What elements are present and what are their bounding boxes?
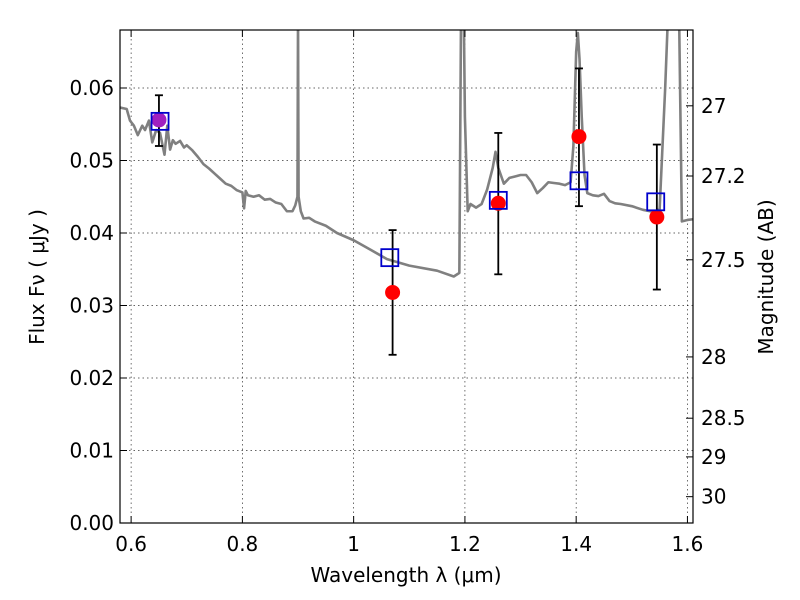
y-axis-ticks: 0.00 0.01 0.02 0.03 0.04 0.05 0.06 (69, 76, 127, 535)
right-tick-label: 28 (701, 345, 726, 369)
y-tick-label: 0.05 (69, 149, 114, 173)
observed-point (571, 129, 587, 145)
x-axis-label: Wavelength λ (μm) (310, 563, 501, 587)
x-tick-label: 1 (347, 532, 360, 556)
y-tick-label: 0.06 (69, 76, 114, 100)
observed-points (151, 112, 665, 300)
x-tick-label: 1.4 (560, 532, 592, 556)
y-tick-label: 0.02 (69, 366, 114, 390)
right-tick-label: 30 (701, 485, 726, 509)
right-tick-label: 27.2 (701, 164, 746, 188)
x-axis-ticks: 0.6 0.8 1 1.2 1.4 1.6 (115, 30, 703, 556)
x-tick-label: 0.8 (226, 532, 258, 556)
synthetic-square (646, 192, 666, 212)
synthetic-square (569, 171, 589, 191)
synthetic-square (380, 248, 400, 268)
y-tick-label: 0.03 (69, 294, 114, 318)
synthetic-square (150, 111, 170, 131)
x-tick-label: 0.6 (115, 532, 147, 556)
right-tick-label: 28.5 (701, 406, 746, 430)
synthetic-photometry (150, 111, 666, 268)
plot-background (120, 30, 693, 523)
observed-point (151, 112, 167, 128)
observed-point (385, 284, 401, 300)
observed-point (490, 195, 506, 211)
x-tick-label: 1.2 (449, 532, 481, 556)
model-spectrum (120, 30, 693, 278)
x-tick-label: 1.6 (672, 532, 704, 556)
y-tick-label: 0.00 (69, 511, 114, 535)
right-tick-label: 27.5 (701, 248, 746, 272)
synthetic-square (488, 190, 508, 210)
right-axis-ticks: 27 27.2 27.5 28 28.5 29 30 (686, 94, 746, 509)
plot-frame (119, 29, 694, 524)
y-tick-label: 0.01 (69, 439, 114, 463)
observed-point (649, 209, 665, 225)
right-axis-label: Magnitude (AB) (754, 199, 778, 354)
y-axis-label: Flux Fν ( μJy ) (25, 209, 49, 345)
y-tick-label: 0.04 (69, 221, 114, 245)
model-spectrum-line (120, 30, 693, 278)
right-tick-label: 29 (701, 445, 726, 469)
right-tick-label: 27 (701, 94, 726, 118)
